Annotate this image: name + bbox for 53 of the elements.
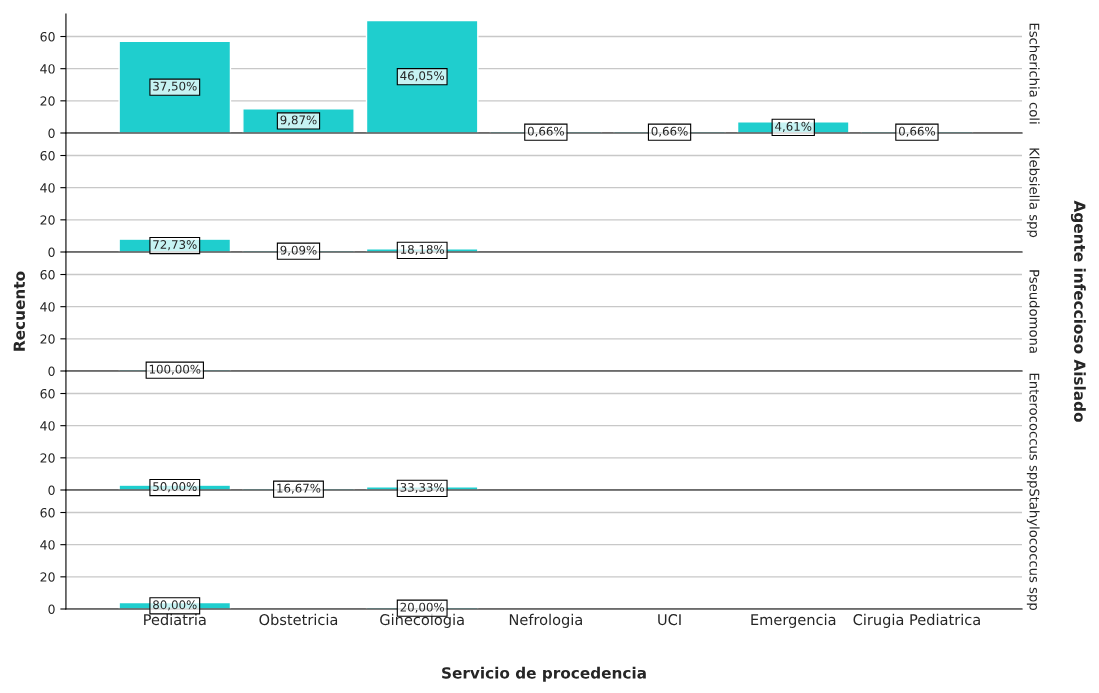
y-tick-label: 0 (48, 128, 55, 138)
annotation: 4,61% (775, 121, 812, 132)
text: Agente infeccioso Aislado (1070, 200, 1086, 422)
annotation: 37,50% (153, 81, 197, 92)
y-tick-label: 0 (48, 366, 55, 376)
y-tick-label: 20 (40, 572, 55, 582)
y-tick-label: 20 (40, 215, 55, 225)
y-tick-label: 0 (48, 485, 55, 495)
y-tick-label: 60 (40, 507, 55, 518)
annotation: 9,09% (280, 245, 317, 256)
annotation: 33,33% (400, 482, 445, 494)
annotation: 80,00% (153, 600, 197, 611)
y-tick-label: 40 (40, 421, 55, 431)
y-tick-label: 60 (40, 31, 55, 42)
annotation: 72,73% (153, 240, 197, 251)
y2-axis-title: Klebsiella spp (1026, 148, 1040, 238)
y-tick-label: 0 (48, 247, 55, 257)
annotation: 20,00% (400, 602, 445, 613)
y-tick-label: 40 (40, 183, 55, 193)
y-axis-title: Recuento (13, 271, 26, 351)
annotation: 46,05% (400, 71, 445, 82)
y2-axis-title: Pseudomona (1029, 270, 1040, 353)
bar (365, 19, 479, 133)
x-axis-title: Servicio de procedencia (442, 666, 646, 682)
y-tick-label: 60 (40, 150, 55, 161)
annotation: 0,66% (898, 126, 936, 137)
y-tick-label: 20 (40, 453, 55, 463)
y-tick-label: 20 (40, 334, 55, 344)
y2-axis-title: Stahylococcus spp (1026, 489, 1040, 610)
annotation: 16,67% (277, 483, 321, 494)
x-tick-label: Cirugia Pediatrica (853, 613, 980, 628)
annotation: 0,66% (651, 126, 688, 137)
y-tick-label: 40 (40, 302, 55, 312)
x-tick-label: Pediatria (144, 613, 206, 626)
y2-axis-title: Escherichia coli (1029, 23, 1040, 124)
bar (118, 40, 232, 133)
y-tick-label: 20 (40, 96, 55, 106)
y-tick-label: 0 (48, 604, 55, 614)
x-tick-label: Ginecologia (380, 613, 464, 628)
x-tick-label: UCI (658, 614, 681, 626)
annotation: 50,00% (153, 482, 197, 493)
y-tick-label: 40 (40, 64, 55, 74)
x-tick-label: Obstetricia (259, 613, 338, 626)
y-tick-label: 40 (40, 540, 55, 550)
x-tick-label: Emergencia (751, 613, 836, 628)
y-tick-label: 60 (40, 388, 55, 399)
annotation: 9,87% (280, 115, 317, 126)
x-tick-label: Nefrologia (509, 613, 582, 628)
annotation: 18,18% (400, 244, 445, 256)
annotation: 100,00% (149, 364, 201, 375)
y-tick-label: 60 (40, 269, 55, 280)
annotation: 0,66% (527, 126, 564, 137)
y2-axis-title: Enterococcus spp (1026, 373, 1040, 488)
